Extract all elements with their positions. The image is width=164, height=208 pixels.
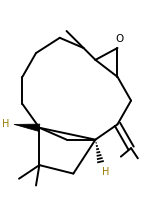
Text: H: H [102, 167, 110, 177]
Polygon shape [14, 124, 40, 131]
Text: H: H [2, 119, 10, 129]
Text: O: O [115, 34, 123, 44]
